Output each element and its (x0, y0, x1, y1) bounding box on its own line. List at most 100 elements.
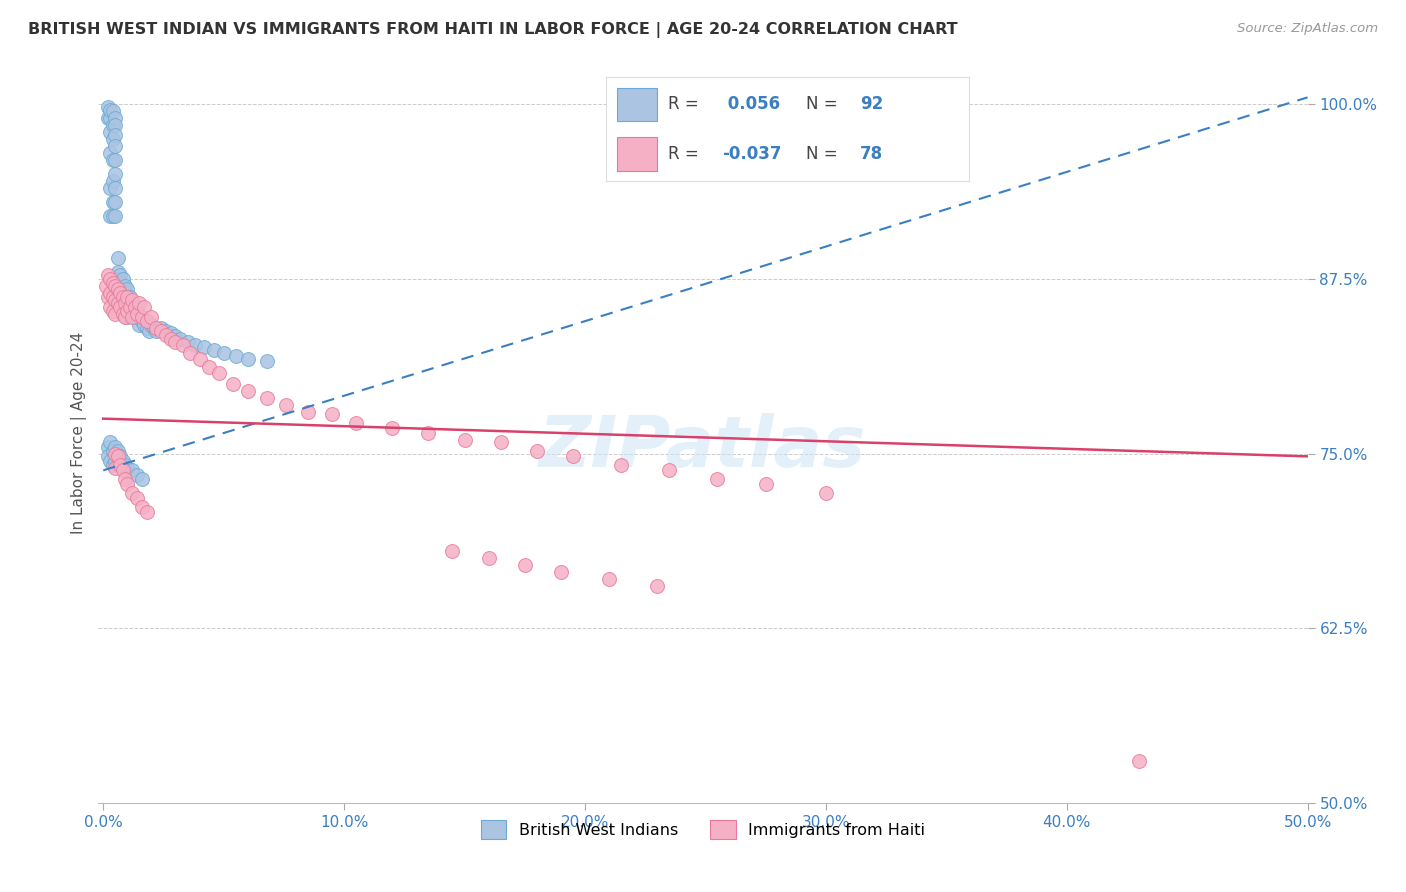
Point (513, 558, 536, 573)
Point (104, 293, 127, 307)
Point (138, 324, 160, 338)
Point (107, 272, 129, 286)
Point (100, 125, 122, 139)
Point (256, 354, 278, 368)
Point (128, 310, 150, 324)
Point (117, 290, 139, 304)
Point (188, 351, 211, 366)
Point (104, 446, 127, 460)
Point (131, 314, 153, 328)
Point (108, 276, 131, 290)
Point (453, 433, 475, 447)
Point (141, 318, 163, 332)
Point (117, 477, 139, 491)
Point (104, 153, 127, 168)
Point (107, 295, 129, 310)
Point (142, 321, 165, 335)
Point (222, 376, 245, 391)
Point (121, 485, 143, 500)
Point (108, 285, 131, 300)
Point (125, 304, 148, 318)
Point (478, 551, 501, 566)
Point (135, 505, 157, 519)
Point (108, 300, 131, 314)
Point (165, 334, 187, 349)
Point (107, 443, 129, 458)
Text: ZIPatlas: ZIPatlas (540, 413, 866, 482)
Point (107, 282, 129, 296)
Point (107, 251, 129, 265)
Point (108, 458, 131, 472)
Point (104, 453, 127, 467)
Point (202, 343, 225, 358)
Point (100, 272, 122, 286)
Point (176, 334, 198, 349)
Point (610, 458, 633, 472)
Point (100, 112, 122, 126)
Point (101, 132, 124, 146)
Point (117, 304, 139, 318)
Point (184, 337, 207, 351)
Point (124, 310, 146, 324)
Point (114, 310, 136, 324)
Point (134, 318, 156, 332)
Point (108, 450, 131, 464)
Point (117, 310, 139, 324)
Point (104, 181, 127, 195)
Point (155, 324, 177, 338)
Point (101, 118, 124, 132)
Point (236, 384, 259, 398)
Point (236, 351, 259, 366)
Point (381, 421, 404, 435)
Point (104, 279, 127, 293)
Point (100, 285, 122, 300)
Point (645, 579, 668, 593)
Text: BRITISH WEST INDIAN VS IMMIGRANTS FROM HAITI IN LABOR FORCE | AGE 20-24 CORRELAT: BRITISH WEST INDIAN VS IMMIGRANTS FROM H… (28, 22, 957, 38)
Point (145, 321, 167, 335)
Point (104, 128, 127, 142)
Point (131, 310, 153, 324)
Point (111, 300, 134, 314)
Point (101, 458, 124, 472)
Point (100, 435, 122, 450)
Point (97, 268, 120, 282)
Text: Source: ZipAtlas.com: Source: ZipAtlas.com (1237, 22, 1378, 36)
Point (125, 491, 148, 506)
Point (97, 440, 120, 454)
Point (212, 346, 235, 360)
Point (1128, 754, 1150, 768)
Point (114, 295, 136, 310)
Point (118, 300, 141, 314)
Point (135, 321, 157, 335)
Point (100, 103, 122, 117)
Point (131, 500, 153, 514)
Point (124, 300, 146, 314)
Point (100, 453, 122, 467)
Point (344, 416, 367, 430)
Point (97, 450, 120, 464)
Point (101, 276, 124, 290)
Point (114, 279, 136, 293)
Point (107, 450, 129, 464)
Point (128, 295, 150, 310)
Point (104, 139, 127, 153)
Legend: British West Indians, Immigrants from Haiti: British West Indians, Immigrants from Ha… (472, 813, 934, 847)
Point (131, 472, 153, 486)
Point (550, 566, 572, 580)
Point (100, 146, 122, 161)
Point (418, 425, 440, 440)
Point (108, 304, 131, 318)
Point (489, 435, 512, 450)
Y-axis label: In Labor Force | Age 20-24: In Labor Force | Age 20-24 (72, 332, 87, 533)
Point (159, 332, 181, 346)
Point (107, 458, 129, 472)
Point (111, 282, 134, 296)
Point (101, 153, 124, 168)
Point (117, 282, 139, 296)
Point (104, 460, 127, 475)
Point (208, 366, 231, 380)
Point (141, 310, 163, 324)
Point (134, 300, 156, 314)
Point (125, 307, 148, 321)
Point (111, 290, 134, 304)
